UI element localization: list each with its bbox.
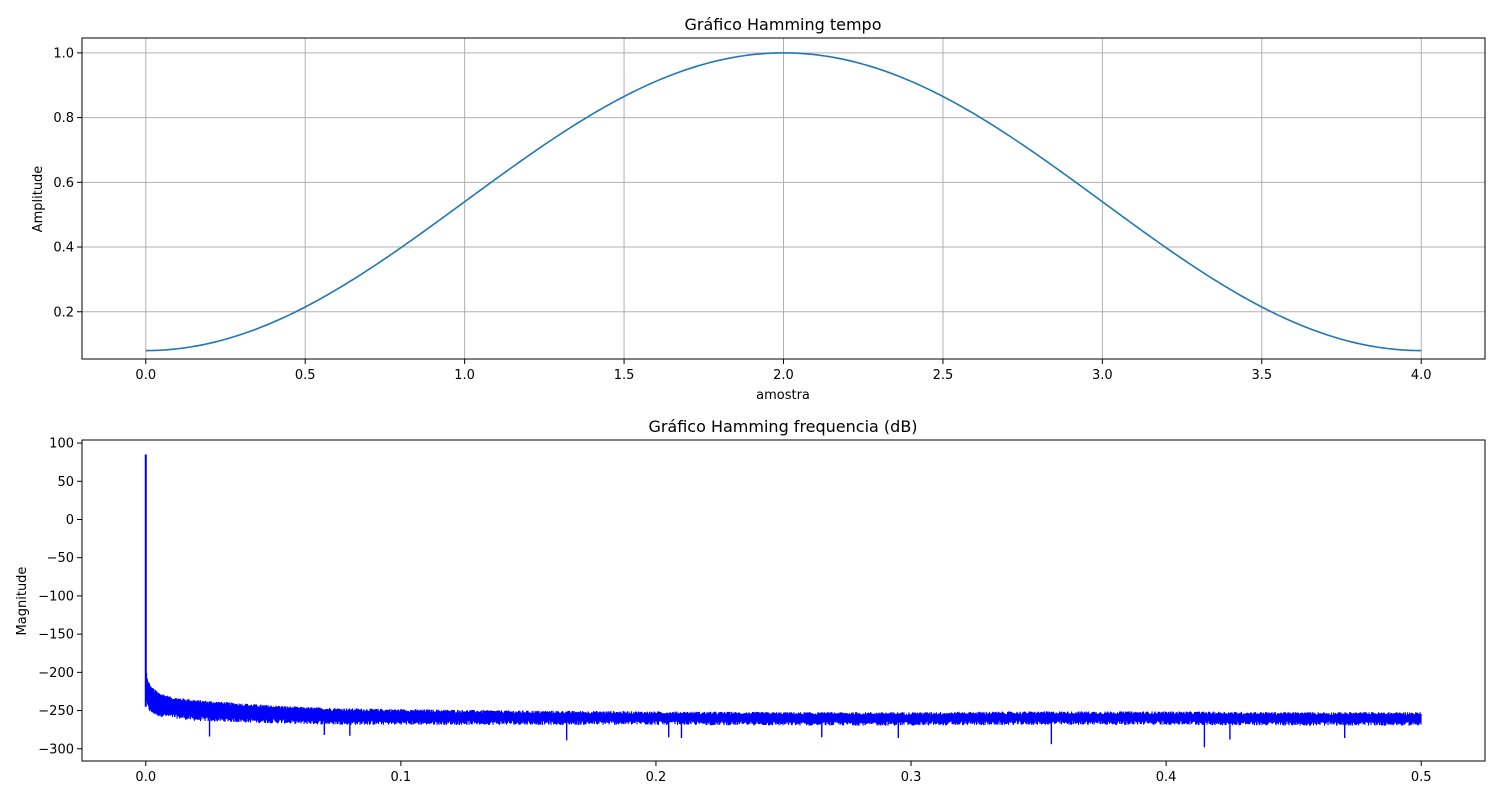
chart-title: Gráfico Hamming tempo xyxy=(684,15,881,34)
x-tick-label: 4.0 xyxy=(1411,368,1432,383)
y-tick-label: −100 xyxy=(38,589,74,604)
y-axis-ticks: 100 50 0 −50 −100 −150 −200 −250 −300 xyxy=(38,437,82,757)
x-axis-ticks: 0.0 0.5 1.0 1.5 2.0 2.5 3.0 3.5 4.0 xyxy=(135,359,1432,383)
x-tick-label: 3.0 xyxy=(1092,368,1113,383)
x-tick-label: 3.5 xyxy=(1251,368,1272,383)
y-tick-label: −300 xyxy=(38,742,74,757)
y-axis-ticks: 0.2 0.4 0.6 0.8 1.0 xyxy=(53,46,82,320)
y-tick-label: 0.4 xyxy=(53,241,74,256)
y-tick-label: 0.6 xyxy=(53,176,74,191)
chart-title: Gráfico Hamming frequencia (dB) xyxy=(648,417,917,436)
plot-frame xyxy=(81,439,1486,762)
chart-time-domain: 0.0 0.5 1.0 1.5 2.0 2.5 3.0 3.5 4.0 0.2 0.4 0.6 0.8… xyxy=(31,15,1486,403)
x-tick-label: 2.0 xyxy=(773,368,794,383)
x-tick-label: 1.0 xyxy=(454,368,475,383)
x-tick-label: 0.3 xyxy=(901,770,922,785)
x-tick-label: 0.2 xyxy=(646,770,667,785)
y-tick-label: −50 xyxy=(47,551,74,566)
x-tick-label: 0.0 xyxy=(135,770,156,785)
y-tick-label: 50 xyxy=(57,475,74,490)
y-tick-label: −150 xyxy=(38,628,74,643)
chart-frequency-domain: 0.0 0.1 0.2 0.3 0.4 0.5 100 50 0 −50 −100 −150 −200… xyxy=(15,417,1486,785)
y-tick-label: 1.0 xyxy=(53,46,74,61)
y-tick-label: 0.8 xyxy=(53,111,74,126)
y-tick-label: 0.2 xyxy=(53,305,74,320)
series-line xyxy=(144,454,1422,748)
y-tick-label: −200 xyxy=(38,666,74,681)
x-tick-label: 0.5 xyxy=(295,368,316,383)
y-axis-label: Amplitude xyxy=(31,166,46,233)
y-tick-label: 100 xyxy=(49,437,74,452)
series-line xyxy=(145,52,1422,352)
grid xyxy=(82,38,1485,359)
magnitude-noise-band xyxy=(145,672,1422,726)
x-axis-label: amostra xyxy=(756,388,810,403)
y-axis-label: Magnitude xyxy=(15,567,30,636)
x-tick-label: 0.4 xyxy=(1156,770,1177,785)
x-tick-label: 1.5 xyxy=(614,368,635,383)
y-tick-label: −250 xyxy=(38,704,74,719)
hamming-time-line xyxy=(145,52,1422,352)
x-tick-label: 0.1 xyxy=(391,770,412,785)
y-tick-label: 0 xyxy=(66,513,74,528)
x-tick-label: 0.5 xyxy=(1411,770,1432,785)
x-tick-label: 0.0 xyxy=(135,368,156,383)
x-axis-ticks: 0.0 0.1 0.2 0.3 0.4 0.5 xyxy=(135,761,1432,785)
x-tick-label: 2.5 xyxy=(933,368,954,383)
